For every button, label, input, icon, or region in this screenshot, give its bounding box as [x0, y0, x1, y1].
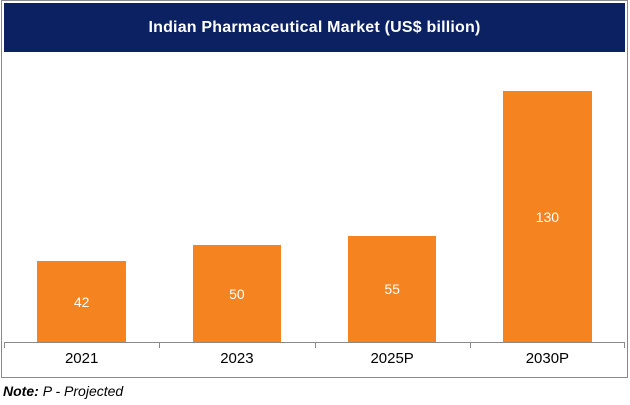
- x-axis-label: 2021: [64, 350, 99, 367]
- x-axis-line: [4, 342, 625, 343]
- chart-note: Note: P - Projected: [3, 383, 123, 399]
- axis-tick: [624, 343, 625, 348]
- bar-2021: 42: [37, 261, 126, 342]
- bar-cell: 42: [4, 52, 159, 342]
- note-label: Note:: [3, 383, 39, 399]
- chart-title-bar: Indian Pharmaceutical Market (US$ billio…: [4, 3, 625, 52]
- note-text: P - Projected: [42, 383, 124, 399]
- bar-cell: 130: [470, 52, 625, 342]
- x-axis-label: 2025P: [370, 350, 414, 367]
- chart-title: Indian Pharmaceutical Market (US$ billio…: [148, 18, 481, 36]
- x-axis-label: 2023: [220, 350, 254, 367]
- bar-value-label: 50: [229, 285, 245, 302]
- x-axis-labels: 2021 2023 2025P 2030P: [4, 348, 625, 370]
- bar-value-label: 55: [384, 281, 400, 297]
- axis-tick: [314, 343, 316, 348]
- axis-tick: [4, 343, 5, 348]
- chart-frame: Indian Pharmaceutical Market (US$ billio…: [1, 0, 628, 378]
- bar-value-label: 130: [535, 208, 560, 225]
- bar-cell: 50: [159, 52, 314, 342]
- bar-2023: 50: [192, 245, 282, 342]
- x-axis-label: 2030P: [525, 350, 570, 367]
- plot-area: 42 50 55 130: [4, 52, 625, 342]
- x-axis-ticks: [4, 343, 625, 348]
- bar-2030P: 130: [503, 91, 592, 342]
- axis-tick: [469, 343, 471, 348]
- bar-value-label: 42: [73, 293, 90, 310]
- bar-2025P: 55: [347, 236, 437, 342]
- axis-tick: [159, 343, 161, 348]
- bar-cell: 55: [315, 52, 470, 342]
